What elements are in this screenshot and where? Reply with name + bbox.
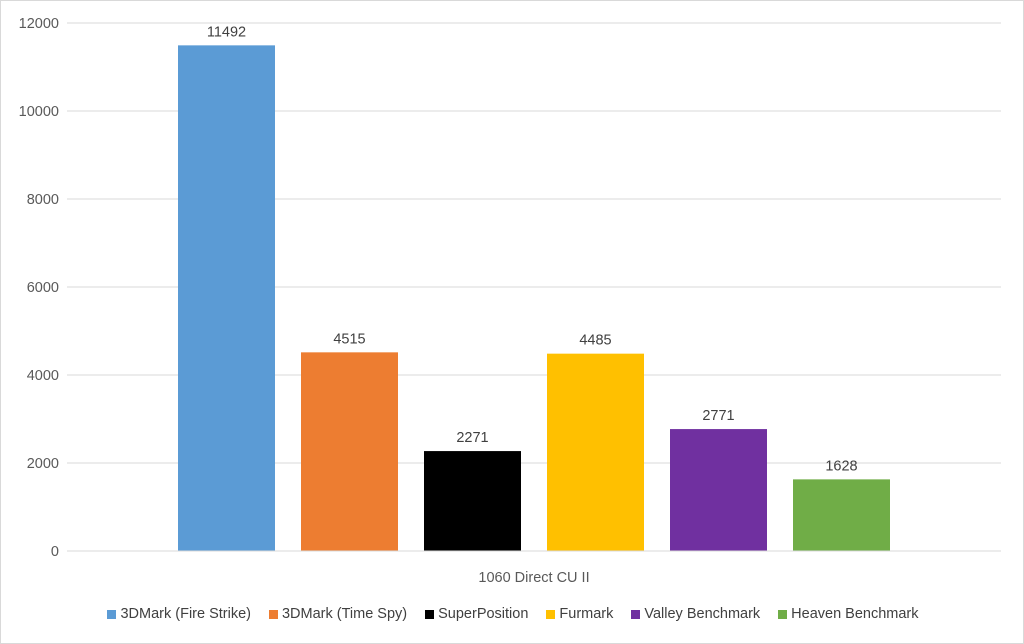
- legend-item: 3DMark (Time Spy): [268, 606, 408, 622]
- legend-swatch: [268, 609, 278, 619]
- data-label: 2771: [702, 408, 734, 424]
- data-label: 11492: [207, 24, 246, 40]
- data-label: 4485: [579, 333, 611, 349]
- chart-legend: 3DMark (Fire Strike) 3DMark (Time Spy) Sup…: [1, 601, 1024, 627]
- legend-swatch: [631, 609, 641, 619]
- bar-superposition: [424, 451, 521, 551]
- bar-chart: 0 2000 4000 6000 8000 10000 12000 11492 4515 2271…: [19, 16, 1001, 586]
- legend-item: Heaven Benchmark: [778, 606, 919, 622]
- bar-valley-benchmark: [670, 429, 767, 551]
- x-category-label: 1060 Direct CU II: [478, 570, 589, 586]
- data-label: 2271: [456, 430, 488, 446]
- legend-item: 3DMark (Fire Strike): [107, 606, 251, 622]
- y-tick-label: 8000: [27, 192, 59, 208]
- legend-label: Furmark: [559, 606, 614, 622]
- legend-swatch: [778, 609, 788, 619]
- bar-3dmark-time-spy: [301, 352, 398, 551]
- legend-item: Valley Benchmark: [631, 606, 760, 622]
- legend-item: SuperPosition: [425, 606, 528, 622]
- data-label: 1628: [825, 458, 857, 474]
- legend-swatch: [107, 609, 117, 619]
- legend-label: SuperPosition: [438, 606, 529, 622]
- y-tick-label: 6000: [27, 280, 59, 296]
- y-tick-label: 2000: [27, 456, 59, 472]
- y-tick-label: 0: [51, 544, 59, 560]
- y-tick-label: 10000: [19, 104, 59, 120]
- legend-item: Furmark: [546, 606, 613, 622]
- bar-heaven-benchmark: [793, 479, 890, 551]
- legend-label: 3DMark (Fire Strike): [120, 606, 251, 622]
- bar-3dmark-fire-strike: [178, 45, 275, 552]
- legend-label: Valley Benchmark: [644, 606, 761, 622]
- legend-label: 3DMark (Time Spy): [281, 606, 408, 622]
- y-tick-label: 4000: [27, 368, 59, 384]
- legend-label: Heaven Benchmark: [791, 606, 919, 622]
- bar-furmark: [547, 353, 644, 551]
- legend-swatch: [425, 609, 435, 619]
- data-label: 4515: [333, 331, 365, 347]
- legend-swatch: [546, 609, 556, 619]
- y-tick-label: 12000: [19, 16, 59, 32]
